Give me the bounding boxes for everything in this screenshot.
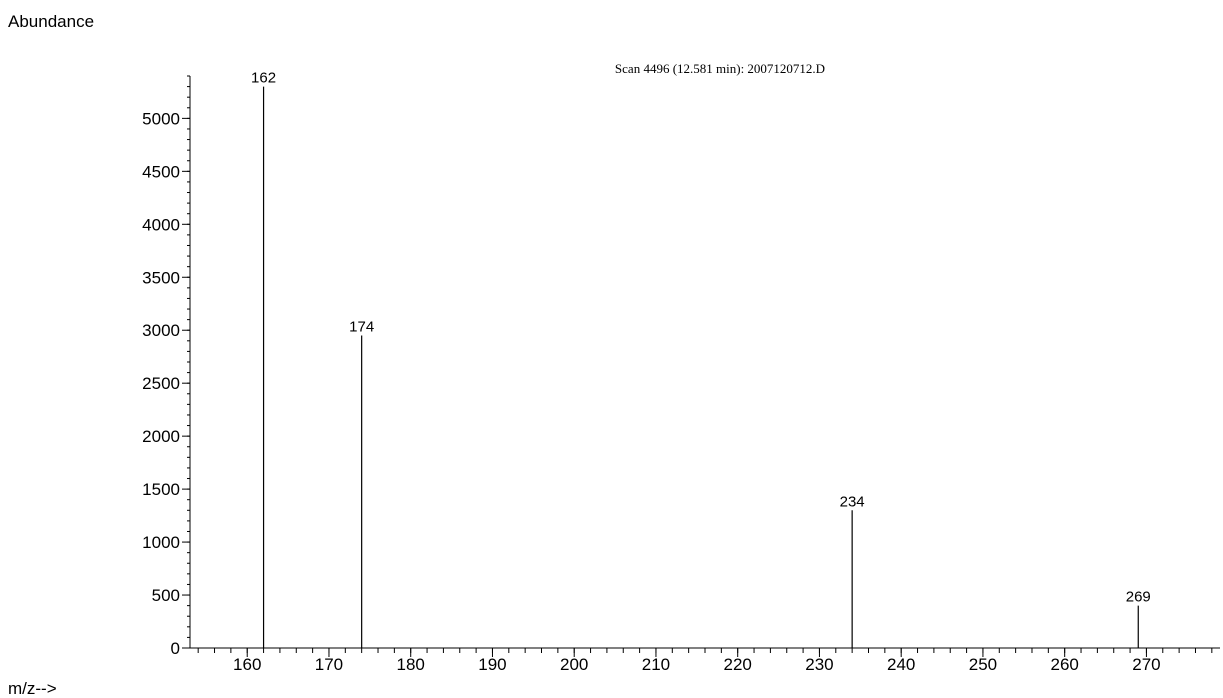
y-tick-label: 3000 bbox=[142, 321, 180, 340]
y-tick-label: 500 bbox=[152, 586, 180, 605]
x-tick-label: 210 bbox=[642, 655, 670, 674]
peak-label: 174 bbox=[349, 319, 374, 336]
x-tick-label: 180 bbox=[397, 655, 425, 674]
y-tick-label: 4500 bbox=[142, 162, 180, 181]
y-tick-label: 3500 bbox=[142, 268, 180, 287]
y-axis-label: Abundance bbox=[8, 12, 94, 31]
y-tick-label: 2000 bbox=[142, 427, 180, 446]
x-tick-label: 190 bbox=[478, 655, 506, 674]
peaks: 162 174 234 269 bbox=[251, 70, 1151, 648]
x-tick-label: 170 bbox=[315, 655, 343, 674]
x-minor-ticks bbox=[197, 648, 1213, 653]
x-tick-label: 240 bbox=[887, 655, 915, 674]
peak-label: 234 bbox=[840, 493, 865, 510]
chart-title: Scan 4496 (12.581 min): 2007120712.D bbox=[615, 61, 825, 76]
y-tick-label: 1000 bbox=[142, 533, 180, 552]
x-tick-label: 200 bbox=[560, 655, 588, 674]
y-tick-label: 5000 bbox=[142, 109, 180, 128]
x-axis-label: m/z--> bbox=[8, 679, 57, 698]
y-tick-label: 1500 bbox=[142, 480, 180, 499]
x-tick-label: 250 bbox=[969, 655, 997, 674]
peak-label: 269 bbox=[1126, 589, 1151, 606]
y-tick-label: 4000 bbox=[142, 215, 180, 234]
x-tick-label: 160 bbox=[233, 655, 261, 674]
peak-label: 162 bbox=[251, 70, 276, 87]
y-ticks: 0 500 1000 1500 2000 2500 3000 3500 4000 4500 5000 bbox=[142, 109, 190, 658]
y-tick-label: 0 bbox=[171, 639, 180, 658]
x-ticks: 160 170 180 190 200 210 220 230 240 250 260 270 bbox=[233, 648, 1161, 674]
x-tick-label: 270 bbox=[1132, 655, 1160, 674]
x-tick-label: 260 bbox=[1050, 655, 1078, 674]
x-tick-label: 220 bbox=[724, 655, 752, 674]
y-tick-label: 2500 bbox=[142, 374, 180, 393]
x-tick-label: 230 bbox=[805, 655, 833, 674]
